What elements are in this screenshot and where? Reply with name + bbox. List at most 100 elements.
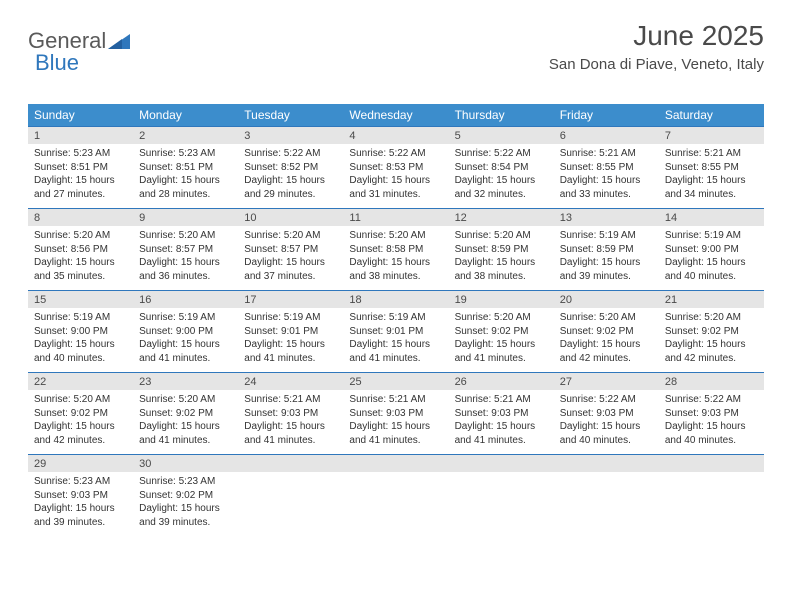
day-info: Sunrise: 5:20 AMSunset: 8:57 PMDaylight:… xyxy=(238,226,343,289)
day-info: Sunrise: 5:19 AMSunset: 9:00 PMDaylight:… xyxy=(659,226,764,289)
day-header: Thursday xyxy=(449,104,554,126)
day-number: 27 xyxy=(554,372,659,390)
day-number: 4 xyxy=(343,126,448,144)
calendar-cell: 5Sunrise: 5:22 AMSunset: 8:54 PMDaylight… xyxy=(449,126,554,208)
day-number: 29 xyxy=(28,454,133,472)
calendar-cell: 24Sunrise: 5:21 AMSunset: 9:03 PMDayligh… xyxy=(238,372,343,454)
logo-text-blue-wrap: Blue xyxy=(35,50,79,76)
day-number: 24 xyxy=(238,372,343,390)
calendar-cell: 23Sunrise: 5:20 AMSunset: 9:02 PMDayligh… xyxy=(133,372,238,454)
calendar-cell: 14Sunrise: 5:19 AMSunset: 9:00 PMDayligh… xyxy=(659,208,764,290)
day-number-empty xyxy=(343,454,448,472)
calendar-cell: 28Sunrise: 5:22 AMSunset: 9:03 PMDayligh… xyxy=(659,372,764,454)
day-info: Sunrise: 5:19 AMSunset: 8:59 PMDaylight:… xyxy=(554,226,659,289)
day-number: 19 xyxy=(449,290,554,308)
day-info: Sunrise: 5:22 AMSunset: 8:52 PMDaylight:… xyxy=(238,144,343,207)
calendar-cell: 12Sunrise: 5:20 AMSunset: 8:59 PMDayligh… xyxy=(449,208,554,290)
day-info: Sunrise: 5:23 AMSunset: 8:51 PMDaylight:… xyxy=(133,144,238,207)
calendar-cell: 8Sunrise: 5:20 AMSunset: 8:56 PMDaylight… xyxy=(28,208,133,290)
day-info: Sunrise: 5:20 AMSunset: 9:02 PMDaylight:… xyxy=(659,308,764,371)
header: June 2025 San Dona di Piave, Veneto, Ita… xyxy=(549,20,764,73)
calendar-cell: 19Sunrise: 5:20 AMSunset: 9:02 PMDayligh… xyxy=(449,290,554,372)
page-title: June 2025 xyxy=(549,20,764,52)
calendar-cell: 30Sunrise: 5:23 AMSunset: 9:02 PMDayligh… xyxy=(133,454,238,536)
day-info: Sunrise: 5:21 AMSunset: 9:03 PMDaylight:… xyxy=(449,390,554,453)
day-number: 25 xyxy=(343,372,448,390)
day-number: 15 xyxy=(28,290,133,308)
calendar-cell: 6Sunrise: 5:21 AMSunset: 8:55 PMDaylight… xyxy=(554,126,659,208)
calendar-cell-empty xyxy=(659,454,764,536)
calendar-cell-empty xyxy=(449,454,554,536)
day-number: 17 xyxy=(238,290,343,308)
day-header: Friday xyxy=(554,104,659,126)
calendar-cell: 16Sunrise: 5:19 AMSunset: 9:00 PMDayligh… xyxy=(133,290,238,372)
day-number: 14 xyxy=(659,208,764,226)
day-info: Sunrise: 5:23 AMSunset: 9:02 PMDaylight:… xyxy=(133,472,238,535)
day-info: Sunrise: 5:20 AMSunset: 8:59 PMDaylight:… xyxy=(449,226,554,289)
day-number: 7 xyxy=(659,126,764,144)
calendar-cell: 27Sunrise: 5:22 AMSunset: 9:03 PMDayligh… xyxy=(554,372,659,454)
calendar-cell: 15Sunrise: 5:19 AMSunset: 9:00 PMDayligh… xyxy=(28,290,133,372)
day-number: 1 xyxy=(28,126,133,144)
day-info: Sunrise: 5:23 AMSunset: 8:51 PMDaylight:… xyxy=(28,144,133,207)
day-info-empty xyxy=(659,472,764,532)
calendar-cell: 7Sunrise: 5:21 AMSunset: 8:55 PMDaylight… xyxy=(659,126,764,208)
calendar-cell-empty xyxy=(554,454,659,536)
calendar-cell: 22Sunrise: 5:20 AMSunset: 9:02 PMDayligh… xyxy=(28,372,133,454)
day-info: Sunrise: 5:21 AMSunset: 9:03 PMDaylight:… xyxy=(238,390,343,453)
day-number-empty xyxy=(554,454,659,472)
day-number: 9 xyxy=(133,208,238,226)
logo-text-blue: Blue xyxy=(35,50,79,75)
day-number: 13 xyxy=(554,208,659,226)
day-number: 22 xyxy=(28,372,133,390)
day-number: 8 xyxy=(28,208,133,226)
day-info: Sunrise: 5:22 AMSunset: 8:54 PMDaylight:… xyxy=(449,144,554,207)
day-header: Sunday xyxy=(28,104,133,126)
day-number-empty xyxy=(449,454,554,472)
day-header: Monday xyxy=(133,104,238,126)
day-info: Sunrise: 5:22 AMSunset: 8:53 PMDaylight:… xyxy=(343,144,448,207)
logo-triangle-icon xyxy=(108,31,130,52)
calendar-cell: 20Sunrise: 5:20 AMSunset: 9:02 PMDayligh… xyxy=(554,290,659,372)
day-info: Sunrise: 5:20 AMSunset: 9:02 PMDaylight:… xyxy=(449,308,554,371)
day-info: Sunrise: 5:19 AMSunset: 9:00 PMDaylight:… xyxy=(133,308,238,371)
calendar-cell: 10Sunrise: 5:20 AMSunset: 8:57 PMDayligh… xyxy=(238,208,343,290)
day-number: 28 xyxy=(659,372,764,390)
day-number: 26 xyxy=(449,372,554,390)
calendar-grid: SundayMondayTuesdayWednesdayThursdayFrid… xyxy=(28,104,764,536)
day-number: 23 xyxy=(133,372,238,390)
day-header: Tuesday xyxy=(238,104,343,126)
day-info: Sunrise: 5:19 AMSunset: 9:01 PMDaylight:… xyxy=(238,308,343,371)
day-number: 16 xyxy=(133,290,238,308)
day-number: 20 xyxy=(554,290,659,308)
day-number: 3 xyxy=(238,126,343,144)
calendar-cell: 2Sunrise: 5:23 AMSunset: 8:51 PMDaylight… xyxy=(133,126,238,208)
day-number: 21 xyxy=(659,290,764,308)
day-number: 11 xyxy=(343,208,448,226)
calendar-cell: 29Sunrise: 5:23 AMSunset: 9:03 PMDayligh… xyxy=(28,454,133,536)
day-info: Sunrise: 5:23 AMSunset: 9:03 PMDaylight:… xyxy=(28,472,133,535)
day-header: Saturday xyxy=(659,104,764,126)
calendar-cell: 4Sunrise: 5:22 AMSunset: 8:53 PMDaylight… xyxy=(343,126,448,208)
calendar-cell: 21Sunrise: 5:20 AMSunset: 9:02 PMDayligh… xyxy=(659,290,764,372)
day-info: Sunrise: 5:20 AMSunset: 9:02 PMDaylight:… xyxy=(554,308,659,371)
day-info-empty xyxy=(238,472,343,532)
day-number: 5 xyxy=(449,126,554,144)
calendar-cell: 9Sunrise: 5:20 AMSunset: 8:57 PMDaylight… xyxy=(133,208,238,290)
calendar-cell: 13Sunrise: 5:19 AMSunset: 8:59 PMDayligh… xyxy=(554,208,659,290)
day-info: Sunrise: 5:22 AMSunset: 9:03 PMDaylight:… xyxy=(659,390,764,453)
day-info: Sunrise: 5:21 AMSunset: 8:55 PMDaylight:… xyxy=(554,144,659,207)
calendar-cell: 26Sunrise: 5:21 AMSunset: 9:03 PMDayligh… xyxy=(449,372,554,454)
day-header: Wednesday xyxy=(343,104,448,126)
day-info: Sunrise: 5:20 AMSunset: 8:58 PMDaylight:… xyxy=(343,226,448,289)
day-info: Sunrise: 5:20 AMSunset: 8:57 PMDaylight:… xyxy=(133,226,238,289)
day-info: Sunrise: 5:20 AMSunset: 8:56 PMDaylight:… xyxy=(28,226,133,289)
day-info-empty xyxy=(343,472,448,532)
day-info-empty xyxy=(449,472,554,532)
day-number: 12 xyxy=(449,208,554,226)
day-info: Sunrise: 5:22 AMSunset: 9:03 PMDaylight:… xyxy=(554,390,659,453)
calendar-cell-empty xyxy=(238,454,343,536)
location-text: San Dona di Piave, Veneto, Italy xyxy=(549,56,764,73)
day-number-empty xyxy=(659,454,764,472)
day-number: 2 xyxy=(133,126,238,144)
